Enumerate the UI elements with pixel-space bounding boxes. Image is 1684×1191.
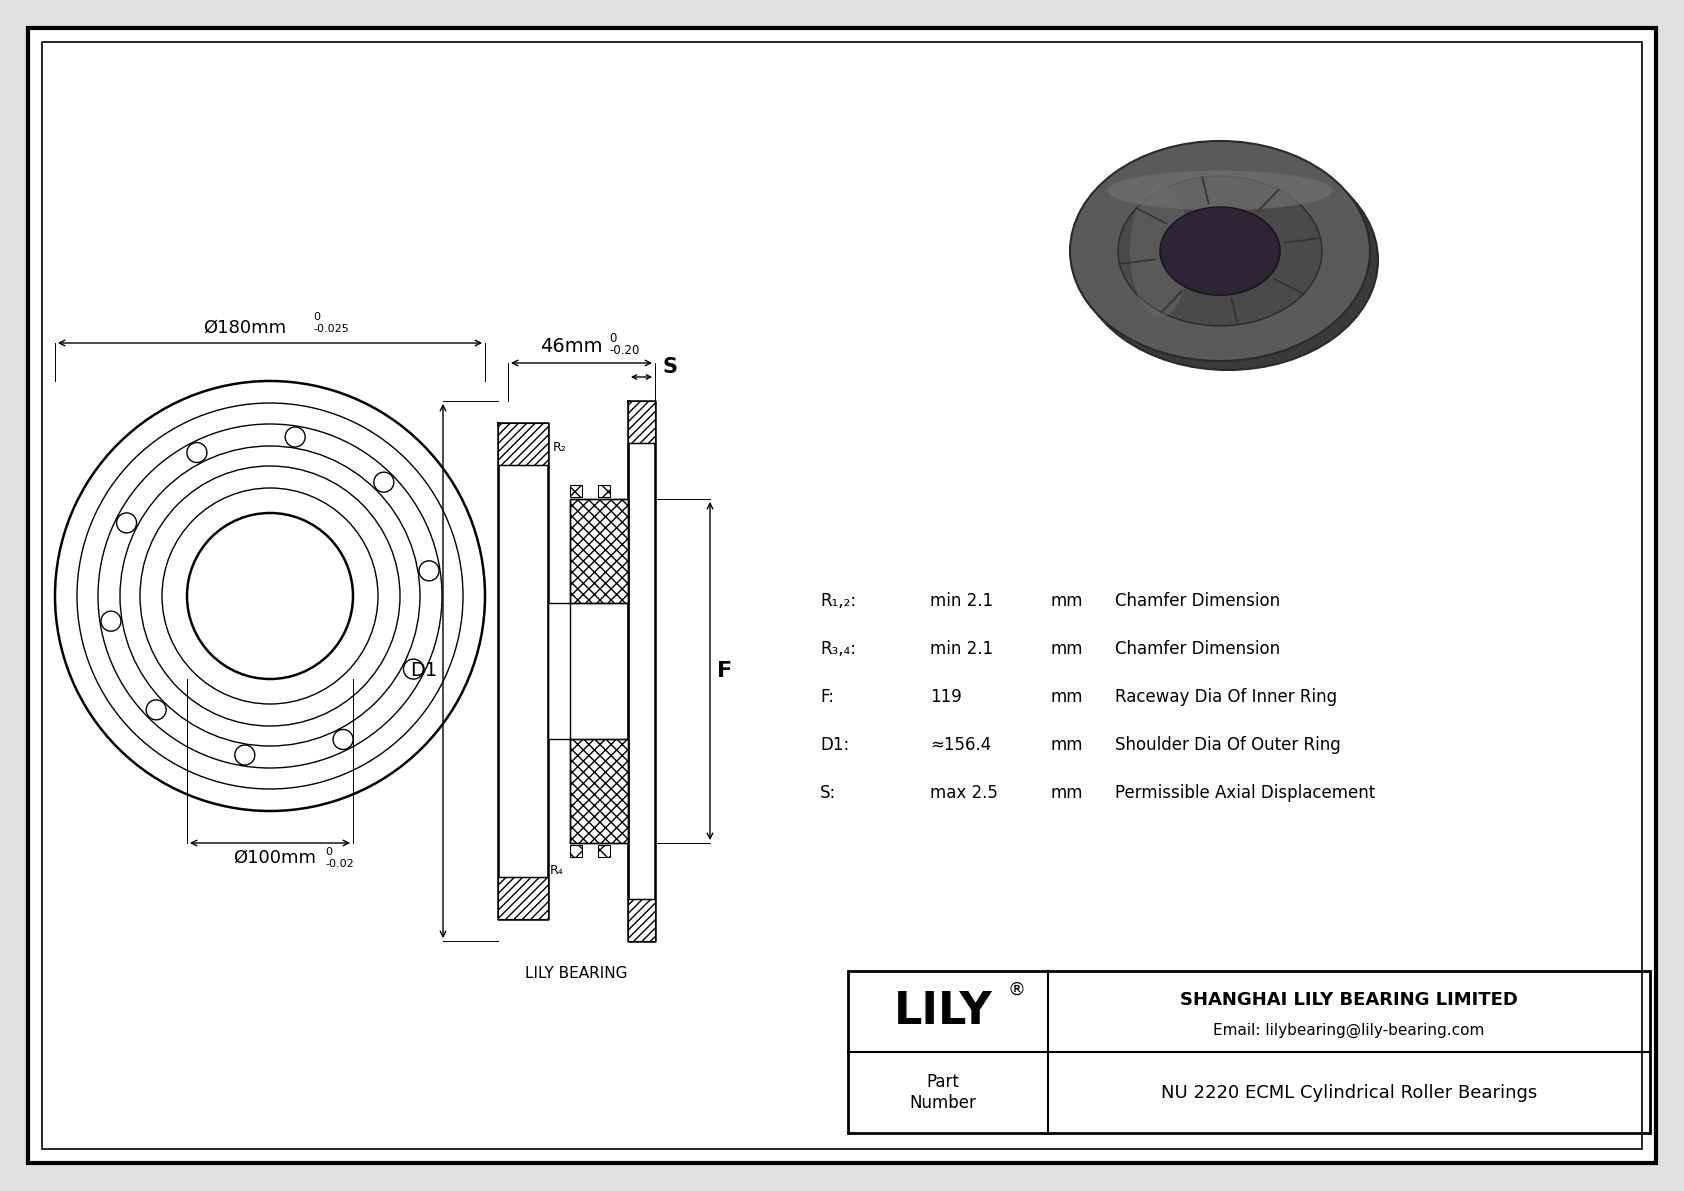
Bar [598,844,610,858]
Bar [849,971,1650,1133]
Text: Ø180mm: Ø180mm [204,319,286,337]
Text: mm: mm [1051,784,1083,802]
Text: 0: 0 [610,332,616,345]
Text: NU 2220 ECML Cylindrical Roller Bearings: NU 2220 ECML Cylindrical Roller Bearings [1160,1084,1537,1102]
Text: 0: 0 [325,847,332,858]
Text: S: S [663,357,679,378]
Bar [498,464,547,877]
Bar [569,499,628,603]
Text: mm: mm [1051,688,1083,706]
Text: -0.20: -0.20 [610,344,640,357]
Text: max 2.5: max 2.5 [930,784,999,802]
Bar [569,738,628,843]
Text: ®: ® [1007,980,1026,998]
Text: R₄: R₄ [551,863,564,877]
Text: D1: D1 [409,661,438,680]
Text: SHANGHAI LILY BEARING LIMITED: SHANGHAI LILY BEARING LIMITED [1180,991,1517,1009]
Text: 0: 0 [313,312,320,322]
Text: F:: F: [820,688,834,706]
Bar [498,877,547,919]
Text: Ø100mm: Ø100mm [234,849,317,867]
Bar [628,401,655,443]
Text: -0.025: -0.025 [313,324,349,333]
Text: min 2.1: min 2.1 [930,592,994,610]
Ellipse shape [1118,176,1322,326]
Ellipse shape [1160,207,1280,295]
Text: Shoulder Dia Of Outer Ring: Shoulder Dia Of Outer Ring [1115,736,1340,754]
Bar [498,423,547,464]
Text: 46mm: 46mm [541,337,603,356]
Text: Permissible Axial Displacement: Permissible Axial Displacement [1115,784,1376,802]
Text: mm: mm [1051,736,1083,754]
Ellipse shape [1130,185,1191,317]
Text: mm: mm [1051,592,1083,610]
Bar [628,443,655,899]
Text: F: F [717,661,733,681]
Ellipse shape [1108,170,1332,211]
Text: -0.02: -0.02 [325,859,354,869]
Text: R₃,₄:: R₃,₄: [820,640,855,657]
Bar [598,485,610,497]
Bar [569,844,583,858]
Text: R₁: R₁ [630,441,643,454]
Text: R₃: R₃ [532,878,546,891]
Text: Part
Number: Part Number [909,1073,977,1112]
Ellipse shape [1069,141,1371,361]
Text: Email: lilybearing@lily-bearing.com: Email: lilybearing@lily-bearing.com [1212,1023,1485,1039]
Text: LILY BEARING: LILY BEARING [525,966,628,981]
Ellipse shape [1078,150,1378,370]
Ellipse shape [1160,207,1280,295]
Text: S:: S: [820,784,837,802]
Bar [598,485,610,497]
Text: R₂: R₂ [554,441,568,454]
Text: R₁,₂:: R₁,₂: [820,592,855,610]
Bar [569,738,628,843]
Bar [628,899,655,941]
Text: Raceway Dia Of Inner Ring: Raceway Dia Of Inner Ring [1115,688,1337,706]
Bar [547,603,569,738]
Text: Chamfer Dimension: Chamfer Dimension [1115,640,1280,657]
Text: D1:: D1: [820,736,849,754]
Bar [569,499,628,603]
Bar [569,485,583,497]
Text: ≈156.4: ≈156.4 [930,736,992,754]
Text: LILY: LILY [894,990,992,1033]
Bar [569,844,583,858]
Text: min 2.1: min 2.1 [930,640,994,657]
Text: Chamfer Dimension: Chamfer Dimension [1115,592,1280,610]
Text: 119: 119 [930,688,962,706]
Text: mm: mm [1051,640,1083,657]
Bar [569,485,583,497]
Bar [598,844,610,858]
